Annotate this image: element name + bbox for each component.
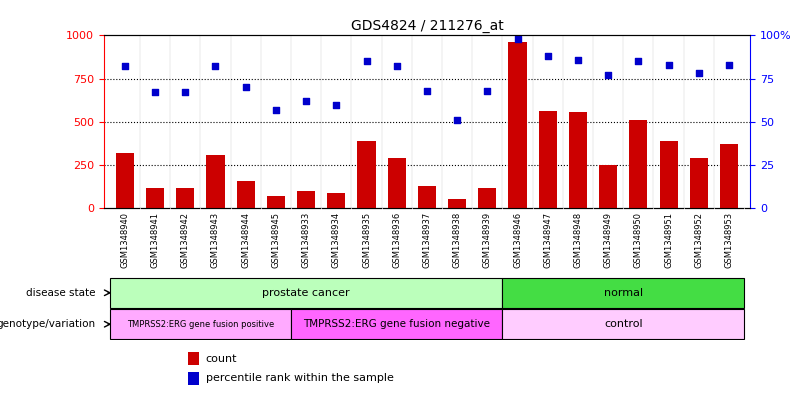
Text: percentile rank within the sample: percentile rank within the sample (206, 373, 393, 383)
Text: GSM1348948: GSM1348948 (574, 212, 583, 268)
Bar (659, 141, 678, 208)
Point (571, 57, 584, 63)
Text: GSM1348946: GSM1348946 (513, 212, 522, 268)
Point (390, 63, 403, 70)
Bar (110, 278, 503, 308)
Point (179, 89, 192, 95)
Text: GSM1348942: GSM1348942 (181, 212, 190, 268)
Text: prostate cancer: prostate cancer (263, 288, 350, 298)
Text: GSM1348952: GSM1348952 (694, 212, 703, 268)
Text: GSM1348941: GSM1348941 (151, 212, 160, 268)
Bar (297, 191, 315, 208)
Bar (448, 199, 466, 208)
Point (662, 62, 675, 68)
Bar (188, 372, 200, 385)
Point (512, 36, 524, 42)
Text: GSM1348951: GSM1348951 (664, 212, 673, 268)
Bar (689, 158, 708, 208)
Bar (478, 188, 496, 208)
Bar (418, 186, 436, 208)
Bar (720, 144, 738, 208)
Text: GSM1348949: GSM1348949 (603, 212, 613, 268)
Text: TMPRSS2:ERG gene fusion positive: TMPRSS2:ERG gene fusion positive (127, 320, 274, 329)
Bar (539, 112, 557, 208)
Text: GSM1348936: GSM1348936 (393, 212, 401, 268)
Point (693, 70, 705, 77)
Bar (267, 196, 285, 208)
Title: GDS4824 / 211276_at: GDS4824 / 211276_at (350, 19, 504, 33)
Bar (630, 120, 647, 208)
Point (300, 98, 313, 104)
Point (421, 88, 433, 94)
Text: GSM1348935: GSM1348935 (362, 212, 371, 268)
Text: count: count (206, 354, 237, 364)
Bar (503, 309, 744, 339)
Bar (503, 278, 744, 308)
Text: GSM1348940: GSM1348940 (120, 212, 129, 268)
Bar (508, 42, 527, 208)
Text: GSM1348953: GSM1348953 (725, 212, 733, 268)
Text: GSM1348950: GSM1348950 (634, 212, 643, 268)
Point (451, 117, 464, 123)
Bar (176, 187, 195, 208)
Point (360, 58, 373, 64)
Point (723, 62, 736, 68)
Bar (110, 309, 291, 339)
Bar (388, 158, 406, 208)
Point (148, 89, 161, 95)
Point (481, 88, 494, 94)
Point (239, 84, 252, 90)
Text: control: control (604, 319, 642, 329)
Bar (291, 309, 503, 339)
Point (330, 101, 342, 108)
Bar (358, 141, 376, 208)
Bar (116, 153, 134, 208)
Point (632, 58, 645, 64)
Point (541, 53, 554, 59)
Point (270, 107, 282, 113)
Text: GSM1348939: GSM1348939 (483, 212, 492, 268)
Bar (237, 181, 255, 208)
Bar (146, 187, 164, 208)
Text: GSM1348937: GSM1348937 (422, 212, 432, 268)
Text: GSM1348934: GSM1348934 (332, 212, 341, 268)
Text: GSM1348945: GSM1348945 (271, 212, 280, 268)
Text: normal: normal (604, 288, 643, 298)
Text: GSM1348944: GSM1348944 (241, 212, 251, 268)
Bar (569, 112, 587, 208)
Text: TMPRSS2:ERG gene fusion negative: TMPRSS2:ERG gene fusion negative (303, 319, 490, 329)
Bar (327, 193, 346, 208)
Text: genotype/variation: genotype/variation (0, 319, 96, 329)
Point (118, 63, 131, 70)
Text: GSM1348947: GSM1348947 (543, 212, 552, 268)
Point (209, 63, 222, 70)
Bar (599, 165, 617, 208)
Bar (207, 155, 224, 208)
Point (602, 72, 614, 78)
Text: GSM1348943: GSM1348943 (211, 212, 220, 268)
Text: GSM1348938: GSM1348938 (452, 212, 461, 268)
Bar (188, 352, 200, 365)
Text: disease state: disease state (26, 288, 96, 298)
Text: GSM1348933: GSM1348933 (302, 212, 310, 268)
